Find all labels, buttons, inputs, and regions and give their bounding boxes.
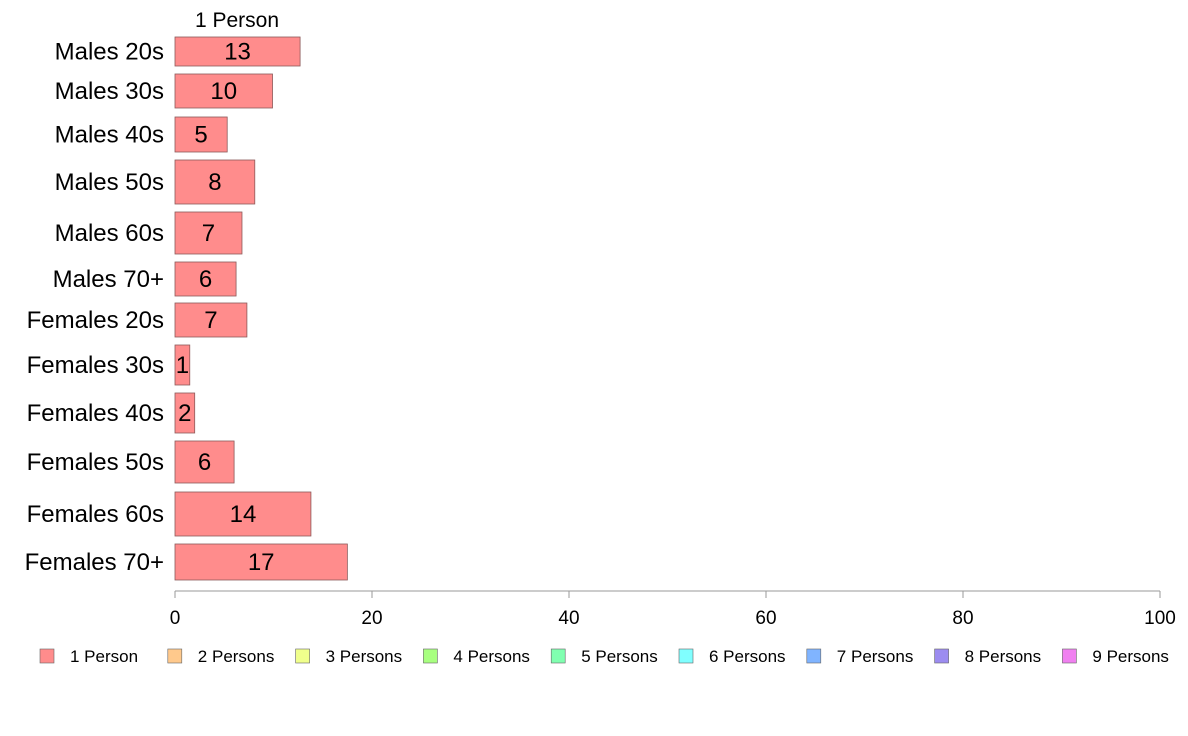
- legend-item: 1 Person: [39, 647, 138, 666]
- legend-label: 5 Persons: [581, 647, 658, 666]
- category-label: Males 40s: [55, 122, 164, 149]
- bar: [174, 116, 228, 153]
- legend-swatch: [806, 648, 822, 664]
- legend-item: 7 Persons: [806, 647, 914, 666]
- x-tick-label: 80: [952, 608, 973, 629]
- category-label: Males 30s: [55, 78, 164, 105]
- bar-value-label: 8: [208, 169, 221, 196]
- category-label: Females 70+: [25, 549, 164, 576]
- bar-value-label: 14: [230, 501, 257, 528]
- legend-label: 4 Persons: [453, 647, 530, 666]
- legend-item: 2 Persons: [167, 647, 275, 666]
- legend-label: 7 Persons: [837, 647, 914, 666]
- category-label: Females 60s: [27, 501, 164, 528]
- bar: [174, 36, 301, 67]
- x-tick-label: 100: [1144, 608, 1176, 629]
- legend-swatch: [1062, 648, 1077, 664]
- bar: [174, 392, 196, 434]
- bar-value-label: 5: [194, 122, 207, 149]
- bar: [174, 302, 248, 338]
- bar-value-label: 13: [224, 39, 251, 66]
- bar: [174, 159, 256, 205]
- bar-value-label: 1: [176, 352, 189, 379]
- category-label: Females 40s: [27, 400, 164, 427]
- legend-item: 3 Persons: [295, 647, 403, 666]
- x-tick-label: 40: [558, 608, 579, 629]
- legend-swatch: [167, 648, 183, 664]
- category-label: Females 30s: [27, 352, 164, 379]
- bar-value-label: 2: [178, 400, 191, 427]
- legend-swatch: [678, 648, 694, 664]
- x-tick-label: 20: [361, 608, 382, 629]
- bar-value-label: 6: [198, 449, 211, 476]
- column-header: 1 Person: [195, 9, 279, 32]
- category-label: Females 50s: [27, 449, 164, 476]
- legend-swatch: [295, 648, 310, 664]
- bar-value-label: 7: [202, 220, 215, 247]
- bar-value-label: 17: [248, 549, 275, 576]
- legend-swatch: [550, 648, 566, 664]
- bar: [174, 543, 348, 581]
- x-axis-ticks: 0 20 40 60 80 100: [170, 591, 1176, 629]
- category-label: Males 20s: [55, 39, 164, 66]
- bar-value-label: 6: [199, 266, 212, 293]
- bar-value-label: 7: [204, 307, 217, 334]
- bar: [174, 344, 191, 386]
- bar-value-label: 10: [210, 78, 237, 105]
- legend: 1 Person 2 Persons 3 Persons 4 Persons 5 Per…: [39, 647, 1169, 666]
- legend-label: 2 Persons: [198, 647, 275, 666]
- legend-label: 3 Persons: [326, 647, 403, 666]
- category-label: Males 60s: [55, 220, 164, 247]
- bar: [174, 73, 273, 109]
- legend-swatch: [423, 648, 438, 664]
- legend-label: 9 Persons: [1092, 647, 1169, 666]
- category-label: Males 70+: [53, 266, 164, 293]
- category-labels: Males 20s Males 30s Males 40s Males 50s Male…: [25, 39, 164, 577]
- x-tick-label: 60: [755, 608, 776, 629]
- legend-item: 5 Persons: [550, 647, 658, 666]
- legend-item: 8 Persons: [934, 647, 1042, 666]
- x-tick-label: 0: [170, 608, 181, 629]
- bar: [174, 211, 243, 255]
- category-label: Males 50s: [55, 169, 164, 196]
- bar: [174, 261, 237, 297]
- legend-label: 6 Persons: [709, 647, 786, 666]
- bar: [174, 491, 312, 537]
- legend-item: 9 Persons: [1062, 647, 1169, 666]
- legend-item: 6 Persons: [678, 647, 786, 666]
- legend-label: 1 Person: [70, 647, 138, 666]
- category-label: Females 20s: [27, 307, 164, 334]
- legend-item: 4 Persons: [423, 647, 530, 666]
- bars-layer: [174, 36, 348, 581]
- legend-swatch: [934, 648, 949, 664]
- legend-swatch: [39, 648, 55, 664]
- bar: [174, 440, 235, 484]
- legend-label: 8 Persons: [965, 647, 1042, 666]
